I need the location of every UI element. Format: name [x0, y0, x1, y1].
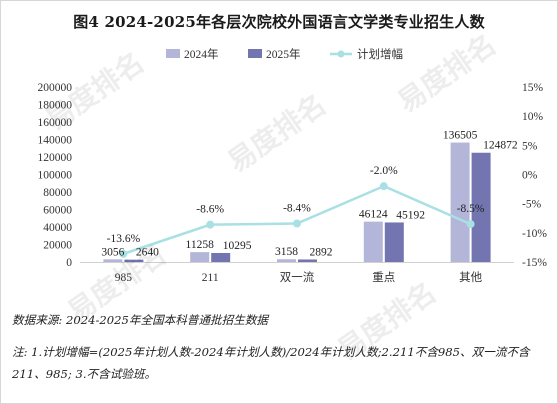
y-right-tick-label: 5% [522, 140, 538, 152]
bar-2024 [450, 142, 470, 262]
x-tick-label: 重点 [372, 270, 395, 284]
bar-value-label-2024: 136505 [443, 130, 478, 142]
growth-point [379, 182, 388, 191]
x-tick-label: 双一流 [280, 270, 315, 284]
bar-2025 [124, 259, 144, 262]
y-right-tick-label: 15% [522, 82, 544, 94]
y-left-tick-label: 160000 [38, 117, 73, 129]
legend-swatch [166, 49, 180, 58]
growth-point [119, 249, 128, 258]
bar-value-label-2024: 3158 [275, 246, 298, 258]
data-source: 数据来源: 2024-2025年全国本科普通批招生数据 [12, 313, 269, 327]
legend-swatch [248, 49, 262, 58]
legend-label: 2025年 [266, 47, 301, 61]
bar-2025 [211, 252, 231, 262]
legend-label: 计划增幅 [357, 47, 403, 61]
bar-2025 [298, 259, 317, 262]
bar-value-label-2024: 11258 [186, 239, 215, 251]
footnote: 注: 1.计划增幅=(2025年计划人数-2024年计划人数)/2024年计划人… [12, 345, 530, 381]
bar-2024 [103, 259, 123, 262]
y-left-tick-label: 80000 [43, 187, 72, 199]
growth-value-label: -8.6% [196, 204, 224, 216]
y-right-tick-label: 0% [522, 170, 538, 182]
y-left-tick-label: 20000 [43, 240, 72, 252]
y-right-tick-label: -5% [522, 199, 542, 211]
growth-value-label: -8.4% [283, 203, 311, 215]
legend-marker [337, 50, 345, 58]
y-right-tick-label: -15% [522, 257, 547, 269]
x-tick-label: 985 [115, 272, 133, 284]
y-left-tick-label: 200000 [38, 82, 73, 94]
bar-value-label-2025: 2892 [310, 246, 333, 258]
growth-point [293, 219, 301, 228]
y-left-tick-label: 120000 [38, 152, 73, 164]
bar-2024 [277, 259, 296, 262]
bar-2025 [471, 152, 491, 262]
bar-value-label-2024: 46124 [359, 209, 388, 221]
y-right-tick-label: 10% [522, 111, 544, 123]
x-tick-label: 其他 [459, 271, 482, 284]
y-left-tick-label: 140000 [38, 135, 73, 147]
chart-title: 图4 2024-2025年各层次院校外国语言文学类专业招生人数 [73, 13, 485, 31]
bar-value-label-2025: 45192 [396, 209, 425, 221]
y-left-tick-label: 40000 [43, 222, 72, 234]
y-left-tick-label: 60000 [43, 205, 72, 217]
bar-value-label-2025: 10295 [223, 240, 252, 252]
y-left-tick-label: 0 [66, 257, 72, 269]
growth-value-label: -8.5% [457, 203, 485, 215]
bar-value-label-2025: 124872 [483, 140, 518, 152]
growth-value-label: -13.6% [107, 233, 141, 245]
bar-value-label-2025: 2640 [136, 247, 159, 259]
bar-2024 [190, 252, 210, 262]
bar-2025 [384, 222, 404, 262]
bar-2024 [363, 221, 383, 262]
legend-label: 2024年 [184, 47, 219, 61]
bar-value-label-2024: 3056 [101, 246, 124, 258]
y-left-tick-label: 180000 [38, 100, 73, 112]
growth-point [466, 220, 475, 229]
x-tick-label: 211 [202, 272, 219, 284]
y-right-tick-label: -10% [522, 228, 547, 240]
growth-point [206, 220, 215, 229]
y-left-tick-label: 100000 [38, 170, 73, 182]
growth-value-label: -2.0% [370, 165, 398, 177]
